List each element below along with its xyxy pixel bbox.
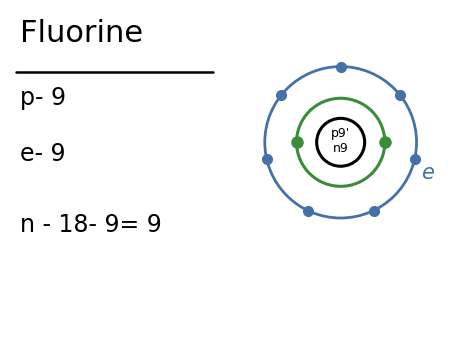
Text: Fluorine: Fluorine xyxy=(20,19,143,48)
Text: e- 9: e- 9 xyxy=(20,142,66,166)
Text: e: e xyxy=(421,163,434,183)
Text: n - 18- 9= 9: n - 18- 9= 9 xyxy=(20,213,162,237)
Text: p9'
n9: p9' n9 xyxy=(331,126,350,154)
Text: p- 9: p- 9 xyxy=(20,86,66,110)
